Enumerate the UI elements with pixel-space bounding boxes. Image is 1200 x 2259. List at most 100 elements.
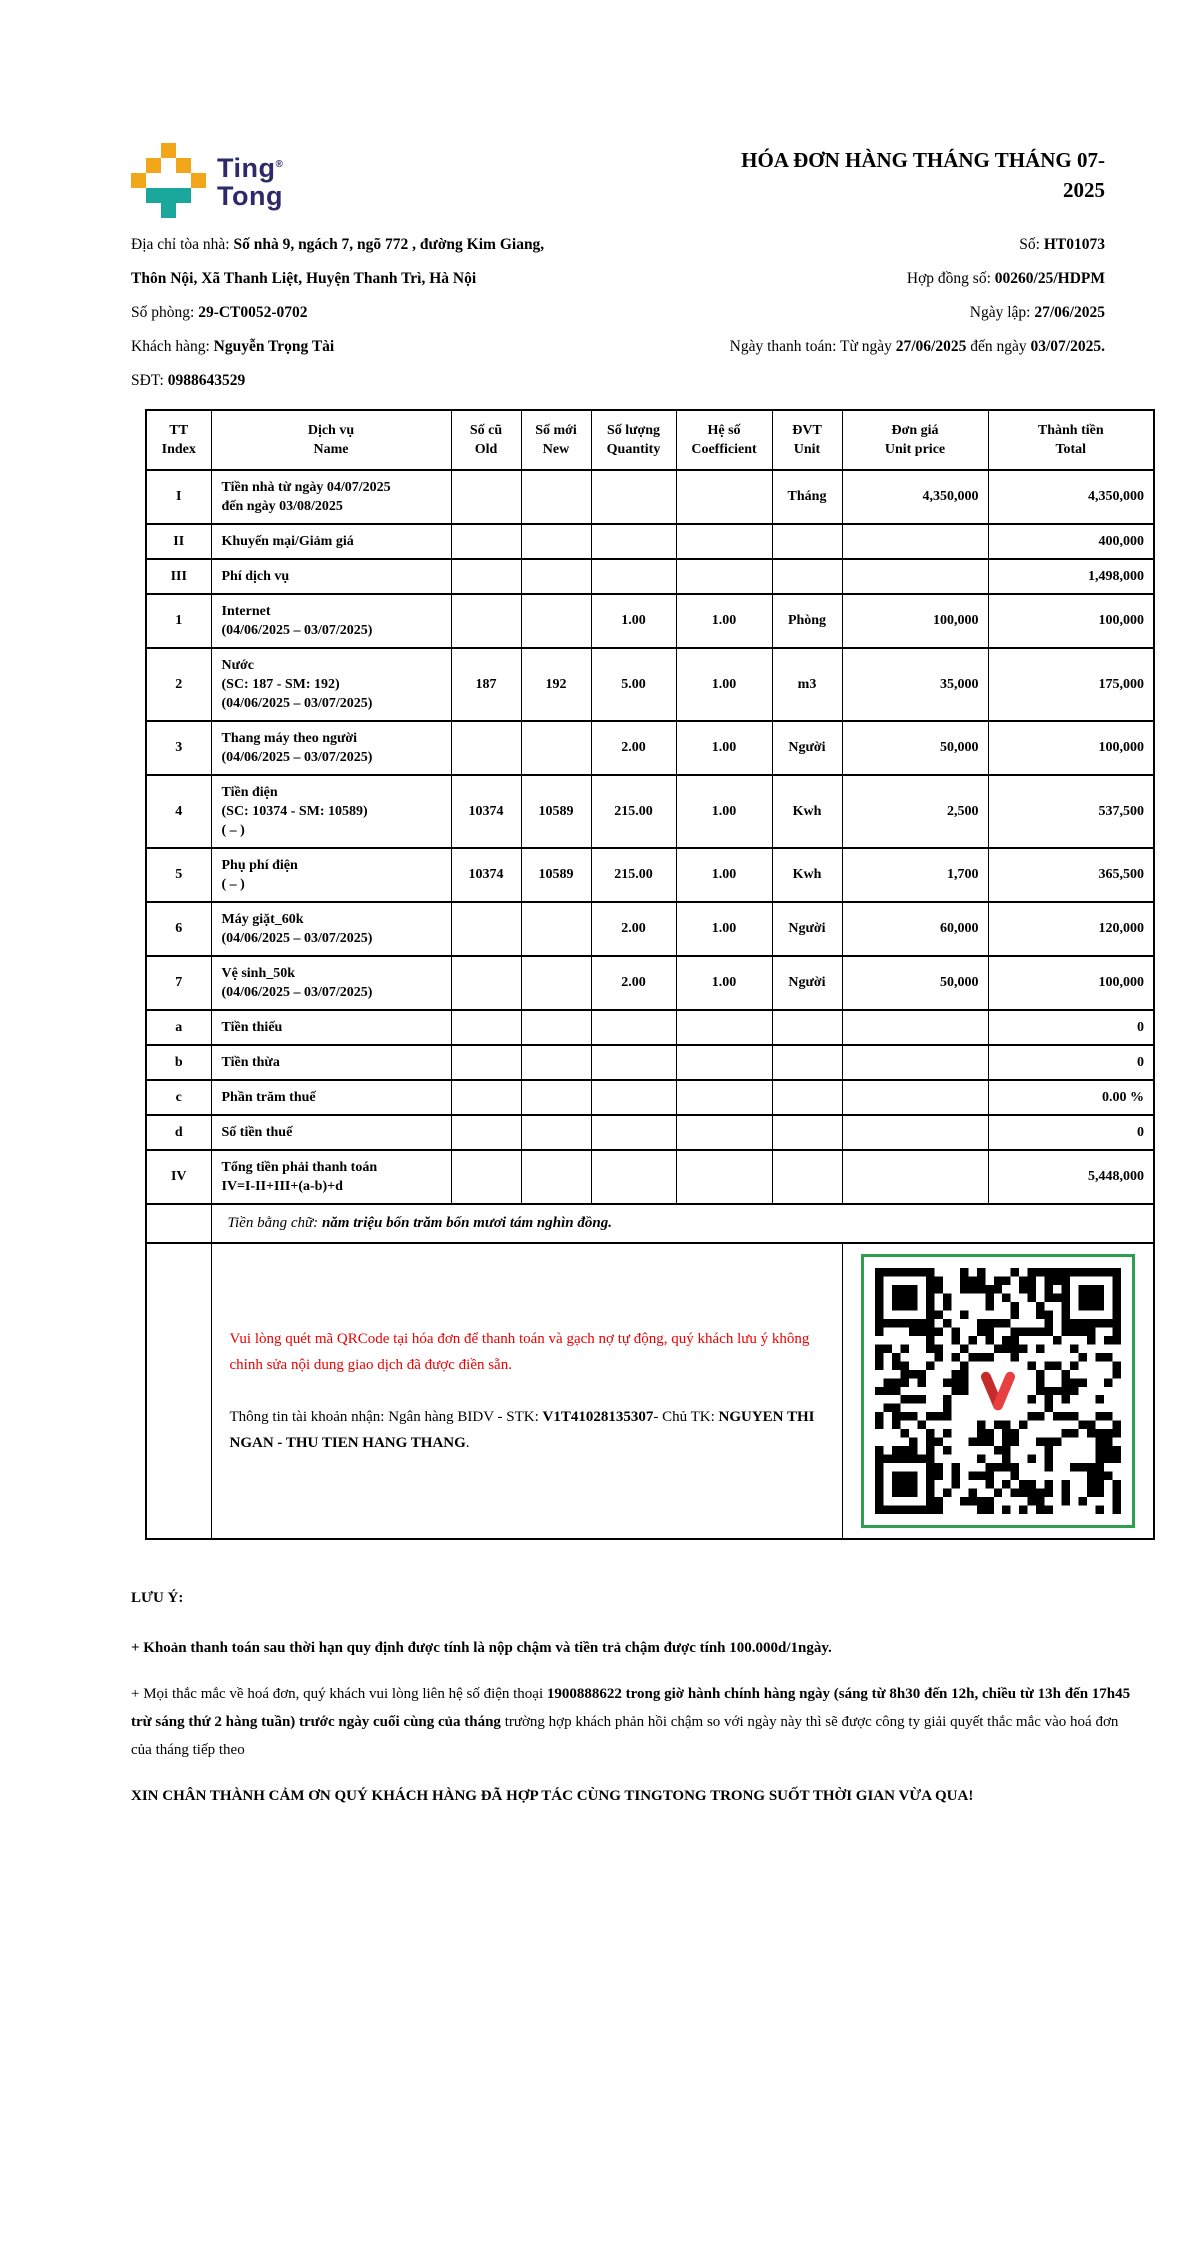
- cell-coefficient: 1.00: [675, 647, 773, 723]
- cell-quantity: 2.00: [590, 955, 677, 1012]
- col-header-new: Số mới New: [520, 409, 592, 472]
- cell-coefficient: [675, 1009, 773, 1047]
- cell-new-reading: [520, 955, 592, 1012]
- tingtong-logo: Ting® Tong: [131, 143, 283, 218]
- cell-new-reading: 10589: [520, 774, 592, 850]
- building-address-line2: Thôn Nội, Xã Thanh Liệt, Huyện Thanh Trì…: [131, 270, 477, 288]
- cell-new-reading: [520, 720, 592, 777]
- room-number: Số phòng: 29-CT0052-0702: [131, 304, 308, 322]
- cell-old-reading: [450, 1079, 522, 1117]
- cell-new-reading: [520, 523, 592, 561]
- cell-unit-price: 50,000: [841, 955, 989, 1012]
- page-header: Ting® Tong HÓA ĐƠN HÀNG THÁNG THÁNG 07-2…: [131, 143, 1153, 219]
- cell-unit: Phòng: [771, 593, 843, 650]
- bank-account-info: Thông tin tài khoản nhận: Ngân hàng BIDV…: [229, 1409, 815, 1452]
- cell-new-reading: [520, 1079, 592, 1117]
- qr-scan-note: Vui lòng quét mã QRCode tại hóa đơn để t…: [229, 1331, 810, 1374]
- cell-service-name: Tiền thừa: [210, 1044, 452, 1082]
- cell-new-reading: [520, 469, 592, 526]
- cell-coefficient: [675, 523, 773, 561]
- cell-old-reading: [450, 469, 522, 526]
- cell-unit-price: [841, 1044, 989, 1082]
- cell-unit: [771, 1009, 843, 1047]
- thank-you-note: XIN CHÂN THÀNH CẢM ƠN QUÝ KHÁCH HÀNG ĐÃ …: [131, 1788, 974, 1805]
- cell-unit: [771, 1149, 843, 1206]
- tingtong-logo-icon: [131, 143, 206, 218]
- cell-unit: Người: [771, 901, 843, 958]
- table-row: II Khuyến mại/Giảm giá 400,000: [145, 523, 1155, 561]
- cell-unit: [771, 1114, 843, 1152]
- cell-service-name: Máy giặt_60k (04/06/2025 – 03/07/2025): [210, 901, 452, 958]
- cell-new-reading: [520, 1114, 592, 1152]
- cell-index: c: [145, 1079, 212, 1117]
- cell-total: 120,000: [987, 901, 1155, 958]
- table-row: III Phí dịch vụ 1,498,000: [145, 558, 1155, 596]
- customer-name: Khách hàng: Nguyễn Trọng Tài: [131, 338, 335, 356]
- cell-index: b: [145, 1044, 212, 1082]
- cell-service-name: Nước (SC: 187 - SM: 192) (04/06/2025 – 03/…: [210, 647, 452, 723]
- cell-service-name: Tổng tiền phải thanh toán IV=I-II+III+(a-…: [210, 1149, 452, 1206]
- invoice-info-right: Số: HT01073 Hợp đồng số: 00260/25/HDPM N…: [730, 235, 1105, 405]
- tingtong-logo-text: Ting® Tong: [217, 153, 284, 211]
- cell-coefficient: [675, 558, 773, 596]
- cell-total: 100,000: [987, 955, 1155, 1012]
- hotline-note: + Mọi thắc mắc về hoá đơn, quý khách vui…: [131, 1686, 1131, 1759]
- table-row: 1 Internet (04/06/2025 – 03/07/2025) 1.00…: [145, 593, 1155, 650]
- amount-in-words-row: Tiền bằng chữ: năm triệu bốn trăm bốn mư…: [145, 1203, 1155, 1245]
- contract-number: Hợp đồng số: 00260/25/HDPM: [906, 270, 1105, 288]
- cell-unit-price: 100,000: [841, 593, 989, 650]
- cell-index: a: [145, 1009, 212, 1047]
- cell-total: 100,000: [987, 593, 1155, 650]
- cell-index: 6: [145, 901, 212, 958]
- cell-old-reading: [450, 1149, 522, 1206]
- invoice-table-header: TT Index Dịch vụ Name Số cũ Old Số mới New S…: [145, 409, 1155, 472]
- cell-index: 7: [145, 955, 212, 1012]
- cell-unit-price: [841, 558, 989, 596]
- cell-total: 175,000: [987, 647, 1155, 723]
- cell-new-reading: [520, 1009, 592, 1047]
- col-header-unit: ĐVT Unit: [771, 409, 843, 472]
- issue-date: Ngày lập: 27/06/2025: [969, 304, 1105, 322]
- cell-index: IV: [145, 1149, 212, 1206]
- vietqr-v-icon: [971, 1365, 1024, 1418]
- cell-coefficient: [675, 469, 773, 526]
- cell-new-reading: [520, 558, 592, 596]
- cell-unit-price: [841, 1114, 989, 1152]
- cell-service-name: Vệ sinh_50k (04/06/2025 – 03/07/2025): [210, 955, 452, 1012]
- cell-index: 2: [145, 647, 212, 723]
- cell-quantity: 5.00: [590, 647, 677, 723]
- cell-coefficient: 1.00: [675, 955, 773, 1012]
- col-header-index: TT Index: [145, 409, 212, 472]
- cell-quantity: [590, 523, 677, 561]
- cell-unit-price: [841, 523, 989, 561]
- table-row: 5 Phụ phí điện( – ) 10374 10589 215.00 1…: [145, 847, 1155, 904]
- invoice-info: Địa chỉ tòa nhà: Số nhà 9, ngách 7, ngõ …: [131, 235, 1153, 405]
- cell-service-name: Tiền nhà từ ngày 04/07/2025 đến ngày 03/0…: [210, 469, 452, 526]
- cell-quantity: [590, 1079, 677, 1117]
- cell-unit: [771, 1044, 843, 1082]
- cell-quantity: [590, 1009, 677, 1047]
- payment-date-range: Ngày thanh toán: Từ ngày 27/06/2025 đến …: [729, 338, 1105, 356]
- table-row: d Số tiền thuế 0: [145, 1114, 1155, 1152]
- cell-unit-price: 4,350,000: [841, 469, 989, 526]
- cell-total: 537,500: [987, 774, 1155, 850]
- cell-unit: Người: [771, 720, 843, 777]
- cell-quantity: 215.00: [590, 774, 677, 850]
- cell-total: 400,000: [987, 523, 1155, 561]
- cell-old-reading: [450, 558, 522, 596]
- cell-new-reading: [520, 1044, 592, 1082]
- col-header-name: Dịch vụ Name: [210, 409, 452, 472]
- payment-instructions: Vui lòng quét mã QRCode tại hóa đơn để t…: [210, 1242, 843, 1541]
- cell-old-reading: 10374: [450, 774, 522, 850]
- cell-quantity: [590, 1114, 677, 1152]
- cell-total: 5,448,000: [987, 1149, 1155, 1206]
- invoice-table: TT Index Dịch vụ Name Số cũ Old Số mới New S…: [145, 409, 1155, 1541]
- col-header-unit-price: Đơn giá Unit price: [841, 409, 989, 472]
- cell-index: 5: [145, 847, 212, 904]
- cell-coefficient: [675, 1114, 773, 1152]
- invoice-info-left: Địa chỉ tòa nhà: Số nhà 9, ngách 7, ngõ …: [131, 235, 544, 405]
- cell-quantity: 1.00: [590, 593, 677, 650]
- cell-new-reading: [520, 593, 592, 650]
- cell-unit: [771, 523, 843, 561]
- cell-coefficient: [675, 1149, 773, 1206]
